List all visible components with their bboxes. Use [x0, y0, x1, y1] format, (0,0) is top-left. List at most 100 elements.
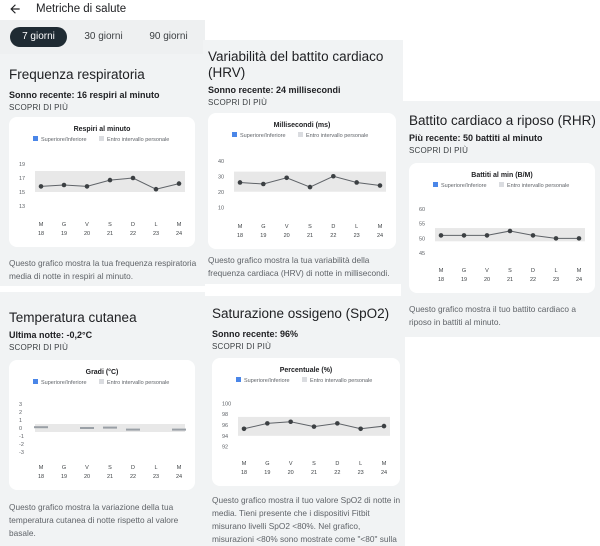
data-point	[311, 424, 317, 429]
x-day-letter: M	[439, 268, 444, 274]
y-tick-label: 13	[19, 204, 25, 210]
x-day-letter: L	[154, 465, 157, 471]
x-day-number: 20	[288, 470, 294, 476]
x-day-number: 20	[284, 233, 290, 239]
learn-more-link[interactable]: SCOPRI DI PIÙ	[9, 103, 69, 112]
data-point	[107, 177, 113, 183]
spo2-card: Saturazione ossigeno (SpO2) Sonno recent…	[205, 296, 405, 546]
x-day-letter: G	[62, 465, 66, 471]
chart-description: Questo grafico mostra il tuo battito car…	[409, 304, 576, 327]
respiratory-card: Frequenza respiratoria Sonno recente: 16…	[0, 54, 205, 286]
recent-value: Sonno recente: 16 respiri al minuto	[9, 90, 160, 100]
x-day-number: 24	[176, 474, 182, 480]
x-day-number: 18	[38, 231, 44, 237]
page-title: Metriche di salute	[36, 3, 127, 15]
y-tick-label: 30	[218, 174, 224, 180]
personal-range-band	[234, 171, 386, 192]
card-title: Frequenza respiratoria	[9, 67, 145, 82]
tab-30-days[interactable]: 30 giorni	[84, 31, 123, 42]
legend-label-personal: Entro intervallo personale	[306, 133, 368, 139]
card-title: Saturazione ossigeno (SpO2)	[212, 306, 390, 321]
chart-description: Questo grafico mostra la tua variabilità…	[208, 255, 390, 278]
data-point	[284, 175, 289, 181]
data-bar	[34, 426, 48, 429]
legend-label-personal: Entro intervallo personale	[107, 137, 169, 143]
y-tick-label: 1	[19, 418, 22, 424]
data-bar	[126, 428, 140, 431]
x-day-number: 19	[264, 470, 270, 476]
data-point	[237, 180, 243, 185]
data-point	[288, 419, 293, 425]
x-day-number: 22	[334, 470, 340, 476]
data-point	[84, 184, 90, 189]
y-tick-label: -3	[19, 450, 24, 456]
chart-title: Respiri al minuto	[74, 126, 131, 133]
skin-temperature-card: Temperatura cutanea Ultima notte: -0,2°C…	[0, 292, 205, 546]
data-point	[377, 183, 383, 188]
respiratory-chart: Respiri al minuto Superiore/Inferiore Entr…	[9, 117, 195, 247]
data-point	[484, 233, 490, 238]
personal-range-band	[435, 228, 585, 242]
legend-label-range: Superiore/Inferiore	[240, 133, 286, 139]
x-day-number: 21	[107, 231, 113, 237]
x-day-letter: M	[242, 461, 247, 467]
learn-more-link[interactable]: SCOPRI DI PIÙ	[9, 343, 69, 352]
x-day-letter: M	[378, 224, 383, 230]
y-tick-label: 2	[19, 410, 22, 416]
learn-more-link[interactable]: SCOPRI DI PIÙ	[208, 98, 268, 107]
x-day-letter: S	[312, 461, 316, 467]
data-point	[553, 236, 559, 241]
legend-swatch-personal	[99, 379, 104, 384]
legend-label-personal: Entro intervallo personale	[310, 378, 372, 384]
tab-7-days[interactable]: 7 giorni	[10, 27, 67, 47]
x-day-letter: M	[39, 465, 44, 471]
x-day-letter: L	[355, 224, 358, 230]
legend-label-range: Superiore/Inferiore	[244, 378, 290, 384]
data-point	[507, 228, 513, 234]
top-bar: Metriche di salute	[0, 0, 205, 18]
data-point	[241, 426, 247, 432]
hrv-card: Variabilità del battito cardiaco (HRV) S…	[203, 40, 403, 284]
chart-title: Battiti al min (B/M)	[471, 172, 532, 179]
y-tick-label: 55	[419, 222, 425, 228]
x-day-letter: G	[462, 268, 466, 274]
x-day-letter: M	[177, 465, 182, 471]
data-point	[381, 423, 387, 429]
learn-more-link[interactable]: SCOPRI DI PIÙ	[212, 342, 272, 351]
x-day-letter: D	[335, 461, 339, 467]
x-day-letter: M	[177, 222, 182, 228]
data-point	[358, 426, 363, 432]
data-point	[438, 233, 444, 238]
x-day-letter: D	[131, 222, 135, 228]
legend-label-personal: Entro intervallo personale	[507, 183, 569, 189]
x-day-number: 18	[438, 277, 444, 283]
data-point	[530, 233, 536, 238]
legend-swatch-range	[236, 377, 241, 382]
learn-more-link[interactable]: SCOPRI DI PIÙ	[409, 146, 469, 155]
x-day-number: 22	[330, 233, 336, 239]
x-day-letter: D	[531, 268, 535, 274]
data-bar	[103, 426, 117, 429]
y-tick-label: 45	[419, 251, 425, 257]
x-day-number: 19	[461, 277, 467, 283]
x-day-number: 20	[84, 231, 90, 237]
legend-label-range: Superiore/Inferiore	[441, 183, 487, 189]
y-tick-label: 100	[222, 401, 231, 407]
x-day-letter: V	[85, 222, 89, 228]
legend-swatch-range	[33, 379, 38, 384]
data-point	[576, 236, 582, 241]
x-day-number: 20	[84, 474, 90, 480]
x-day-letter: V	[289, 461, 293, 467]
y-tick-label: 3	[19, 402, 22, 408]
chart-description: Questo grafico mostra la tua frequenza r…	[9, 258, 197, 281]
x-day-number: 18	[38, 474, 44, 480]
x-day-number: 19	[61, 474, 67, 480]
back-arrow-icon[interactable]	[8, 2, 22, 16]
x-day-number: 23	[553, 277, 559, 283]
x-day-letter: G	[62, 222, 66, 228]
x-day-number: 22	[130, 231, 136, 237]
x-day-number: 22	[130, 474, 136, 480]
rhr-card: Battito cardiaco a riposo (RHR) Più rece…	[401, 101, 600, 337]
tab-90-days[interactable]: 90 giorni	[149, 31, 188, 42]
y-tick-label: 94	[222, 434, 228, 440]
